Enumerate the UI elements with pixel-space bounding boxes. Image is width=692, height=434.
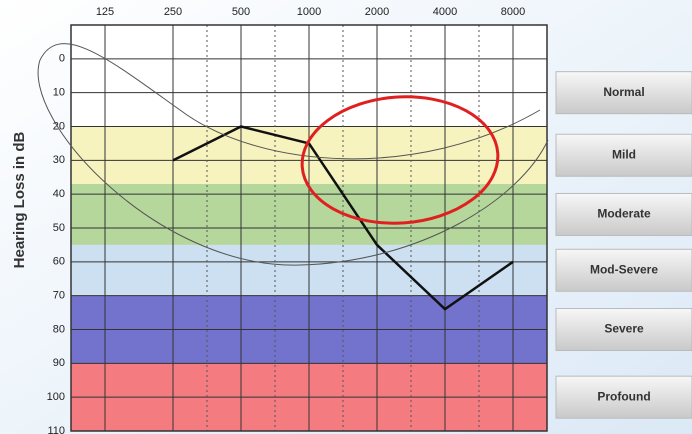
band-label: Profound bbox=[597, 389, 650, 403]
y-tick-label: 30 bbox=[53, 154, 65, 166]
band-label-box bbox=[555, 308, 692, 351]
y-tick-label: 100 bbox=[47, 391, 65, 403]
y-tick-label: 0 bbox=[59, 53, 65, 65]
x-tick-label: 1000 bbox=[297, 6, 321, 18]
y-tick-label: 50 bbox=[53, 222, 65, 234]
band-label: Normal bbox=[603, 85, 644, 99]
audiogram-line bbox=[172, 125, 514, 311]
band-label-box bbox=[555, 133, 692, 177]
x-tick-label: 125 bbox=[96, 6, 114, 18]
band-label-box bbox=[555, 192, 692, 236]
x-tick-label: 500 bbox=[232, 6, 250, 18]
y-axis-label: Hearing Loss in dB bbox=[11, 131, 28, 268]
x-tick-label: 2000 bbox=[365, 6, 389, 18]
y-tick-label: 90 bbox=[53, 357, 65, 369]
y-tick-label: 10 bbox=[53, 87, 65, 99]
band-label: Mod-Severe bbox=[590, 262, 658, 276]
x-tick-label: 4000 bbox=[433, 6, 457, 18]
x-tick-label: 8000 bbox=[501, 6, 525, 18]
speech-banana bbox=[37, 59, 549, 266]
highlight-ellipse bbox=[300, 95, 500, 225]
annotations bbox=[37, 43, 549, 266]
band-label: Severe bbox=[604, 322, 644, 336]
y-tick-label: 70 bbox=[53, 290, 65, 302]
band-label-box bbox=[555, 71, 692, 115]
y-tick-label: 60 bbox=[53, 256, 65, 268]
x-tick-label: 250 bbox=[164, 6, 182, 18]
speech-banana bbox=[39, 43, 541, 160]
y-tick-label: 80 bbox=[53, 323, 65, 335]
plot-border bbox=[70, 24, 548, 432]
band-label: Mild bbox=[612, 147, 636, 161]
y-tick-label: 110 bbox=[47, 425, 65, 434]
band-label-box bbox=[555, 248, 692, 292]
band-label: Moderate bbox=[597, 207, 651, 221]
y-tick-label: 40 bbox=[53, 188, 65, 200]
band-label-box bbox=[555, 375, 692, 419]
